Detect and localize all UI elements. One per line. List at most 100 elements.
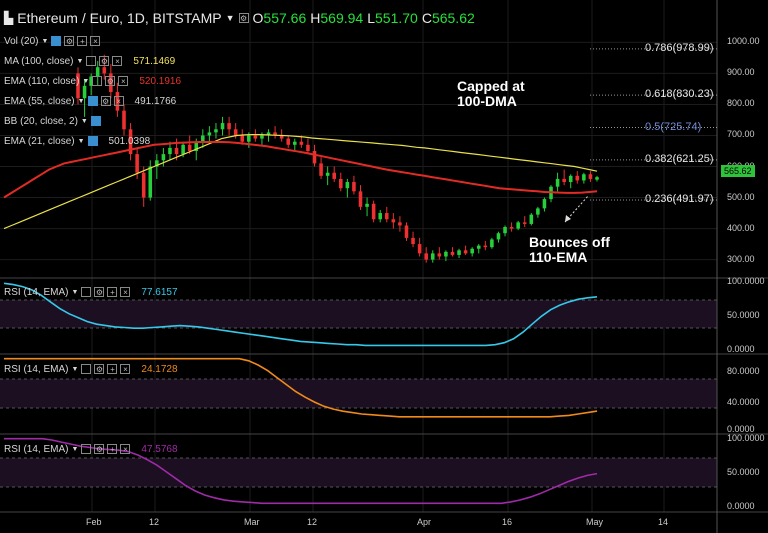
candle <box>411 237 415 245</box>
candle <box>444 251 448 257</box>
annotation-line: Capped at <box>457 78 525 94</box>
settings-icon[interactable]: ⚙ <box>238 13 249 23</box>
indicator-label: EMA (55, close) <box>4 95 75 107</box>
chevron-down-icon[interactable]: ▼ <box>76 57 84 65</box>
fib-label: 0.5(725.74) <box>645 120 702 133</box>
candle <box>463 250 468 254</box>
candle <box>240 135 245 142</box>
plus-icon[interactable]: + <box>107 287 118 297</box>
annotation-line: 110-EMA <box>529 249 588 265</box>
close-icon[interactable]: × <box>120 364 131 374</box>
fib-label: 0.382(621.25) <box>645 152 714 165</box>
eye-icon[interactable] <box>51 36 62 46</box>
candle <box>417 244 422 254</box>
candle <box>503 227 507 234</box>
candle <box>476 245 481 249</box>
eye-icon[interactable] <box>87 136 98 146</box>
close-icon[interactable]: × <box>113 96 124 106</box>
indicator-label: EMA (110, close) <box>4 75 80 87</box>
close-icon[interactable]: × <box>120 444 131 454</box>
chevron-down-icon[interactable]: ▼ <box>71 445 79 453</box>
candle <box>516 222 520 229</box>
indicator-label: RSI (14, EMA) <box>4 286 69 298</box>
indicator-label: Vol (20) <box>4 35 39 47</box>
eye-icon[interactable] <box>86 56 97 66</box>
rsi-band <box>0 379 717 408</box>
x-tick-label: Feb <box>86 517 102 527</box>
candle <box>155 160 159 167</box>
indicator-ma100[interactable]: MA (100, close) ▼ ⚙ × 571.1469 <box>4 54 175 68</box>
settings-icon[interactable]: ⚙ <box>105 76 116 86</box>
chevron-down-icon[interactable]: ▼ <box>41 37 49 45</box>
candle <box>135 154 139 173</box>
settings-icon[interactable]: ⚙ <box>94 444 105 454</box>
chart-title[interactable]: Ethereum / Euro, 1D, BITSTAMP <box>17 10 222 26</box>
settings-icon[interactable]: ⚙ <box>100 96 111 106</box>
indicator-label: BB (20, close, 2) <box>4 115 78 127</box>
plus-icon[interactable]: + <box>107 444 118 454</box>
candle <box>299 141 304 145</box>
symbol-icon[interactable]: ▙ <box>4 11 14 25</box>
candle <box>260 135 264 139</box>
close-icon[interactable]: × <box>118 76 129 86</box>
x-tick-label: May <box>586 517 604 527</box>
plus-icon[interactable]: + <box>107 364 118 374</box>
x-tick-label: 12 <box>307 517 318 527</box>
candle <box>332 172 336 179</box>
chevron-down-icon[interactable]: ▼ <box>77 137 85 145</box>
indicator-ema110[interactable]: EMA (110, close) ▼ ⚙ × 520.1916 <box>4 74 181 88</box>
ema110-line <box>3 141 598 199</box>
rsi-pane-1-legend[interactable]: RSI (14, EMA) ▼ ⚙ + × 77.6157 <box>4 285 178 299</box>
candle <box>424 253 428 260</box>
close-icon[interactable]: × <box>90 36 101 46</box>
candle <box>128 129 133 155</box>
settings-icon[interactable]: ⚙ <box>94 364 105 374</box>
eye-icon[interactable] <box>81 444 92 454</box>
chevron-down-icon[interactable]: ▼ <box>225 13 235 23</box>
settings-icon[interactable]: ⚙ <box>99 56 110 66</box>
chevron-down-icon[interactable]: ▼ <box>80 117 88 125</box>
eye-icon[interactable] <box>92 76 103 86</box>
plus-icon[interactable]: + <box>77 36 88 46</box>
indicator-ema55[interactable]: EMA (55, close) ▼ ⚙ × 491.1766 <box>4 94 176 108</box>
candle <box>286 138 291 145</box>
candle <box>207 132 212 136</box>
settings-icon[interactable]: ⚙ <box>64 36 75 46</box>
ohlc-open-label: O <box>252 10 264 26</box>
candle <box>562 178 566 183</box>
indicator-ema21[interactable]: EMA (21, close) ▼ 501.0398 <box>4 134 150 148</box>
indicator-vol[interactable]: Vol (20) ▼ ⚙ + × <box>4 34 101 48</box>
close-icon[interactable]: × <box>112 56 123 66</box>
chevron-down-icon[interactable]: ▼ <box>77 97 85 105</box>
price-pane[interactable] <box>3 54 599 263</box>
candle <box>76 73 80 99</box>
indicator-label: RSI (14, EMA) <box>4 363 69 375</box>
candle <box>253 135 258 139</box>
candle <box>148 166 153 198</box>
chevron-down-icon[interactable]: ▼ <box>71 365 79 373</box>
candle <box>102 67 107 74</box>
candle <box>293 141 297 145</box>
eye-icon[interactable] <box>81 287 92 297</box>
rsi-tick-label: 40.0000 <box>727 397 760 407</box>
y-tick-label: 1000.00 <box>727 36 760 47</box>
chevron-down-icon[interactable]: ▼ <box>71 288 79 296</box>
rsi-pane-2-legend[interactable]: RSI (14, EMA) ▼ ⚙ + × 24.1728 <box>4 362 178 376</box>
candle <box>378 213 382 220</box>
candle <box>542 199 547 209</box>
indicator-bb[interactable]: BB (20, close, 2) ▼ <box>4 114 101 128</box>
candle <box>509 227 514 229</box>
rsi-pane-3-legend[interactable]: RSI (14, EMA) ▼ ⚙ + × 47.5768 <box>4 442 178 456</box>
candle <box>358 191 363 207</box>
close-icon[interactable]: × <box>120 287 131 297</box>
candle <box>536 208 540 215</box>
rsi-panes[interactable] <box>3 282 598 505</box>
settings-icon[interactable]: ⚙ <box>94 287 105 297</box>
candle <box>122 110 126 130</box>
eye-icon[interactable] <box>87 96 98 106</box>
eye-icon[interactable] <box>81 364 92 374</box>
candle <box>306 144 310 151</box>
eye-icon[interactable] <box>90 116 101 126</box>
candle <box>384 213 389 220</box>
chevron-down-icon[interactable]: ▼ <box>82 77 90 85</box>
